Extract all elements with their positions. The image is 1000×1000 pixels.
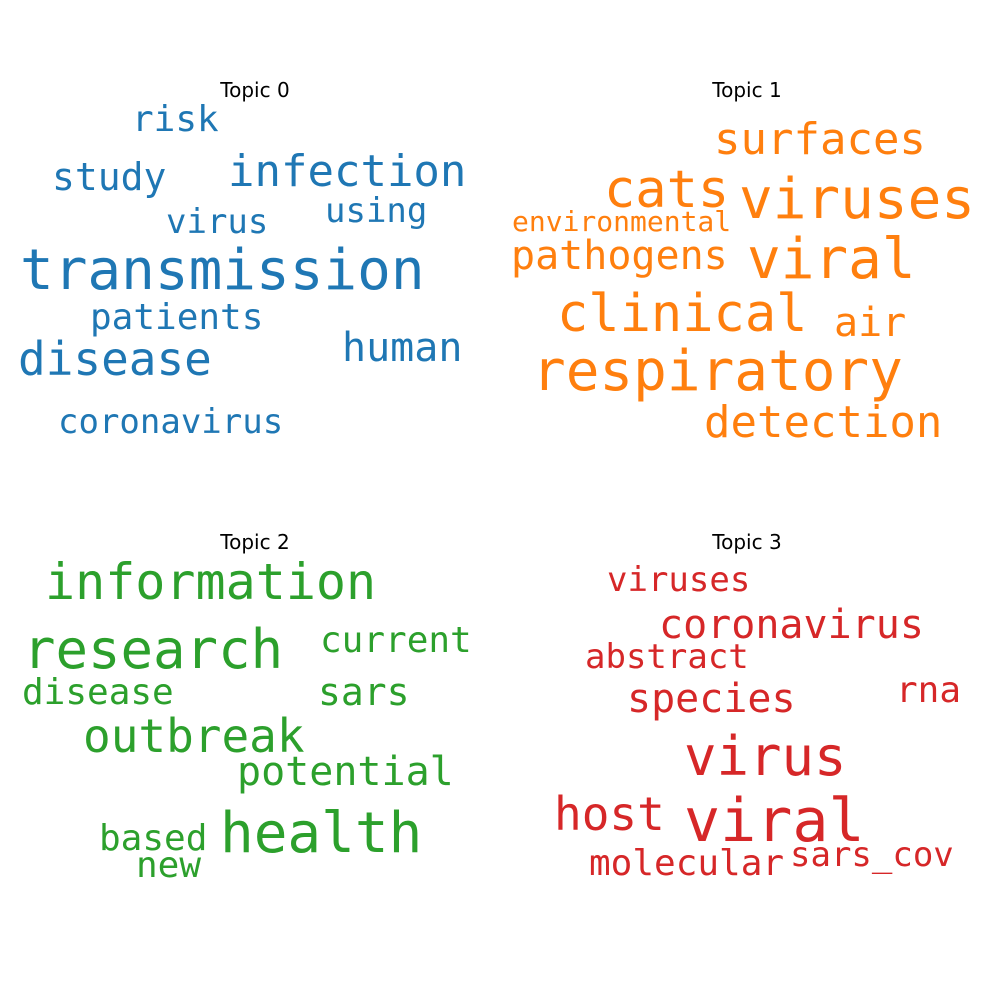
- topic-1-word: respiratory: [532, 339, 903, 404]
- topic-3-word: sars_cov: [790, 835, 954, 875]
- topic-1-word: cats: [604, 160, 730, 220]
- topic-2-word: current: [320, 620, 472, 661]
- topic-2-word: based: [99, 818, 208, 859]
- topic-1-word: detection: [704, 397, 943, 448]
- topic-3-word: abstract: [585, 637, 749, 677]
- topic-0-word: infection: [228, 146, 467, 197]
- topic-0-word: study: [52, 155, 167, 199]
- topic-0-word: transmission: [20, 238, 425, 303]
- topic-0-word: coronavirus: [58, 402, 284, 442]
- topic-3-word: coronavirus: [659, 602, 924, 648]
- topic-0-word: patients: [90, 297, 264, 338]
- topic-1-word: clinical: [557, 284, 808, 344]
- topic-3-word: viruses: [607, 560, 751, 600]
- topic-2-word: outbreak: [83, 709, 305, 763]
- topic-0-word: risk: [132, 99, 219, 140]
- topic-3-panel: Topic 3 viruses coronavirus abstract rna…: [507, 530, 987, 930]
- topic-2-word: health: [220, 801, 423, 866]
- topic-0-word: human: [342, 325, 463, 371]
- topic-0-word: virus: [166, 202, 269, 242]
- topic-3-word: rna: [896, 670, 962, 711]
- topic-2-title: Topic 2: [220, 530, 290, 554]
- topic-2-word: research: [23, 618, 284, 681]
- topic-2-word: sars: [318, 670, 410, 714]
- topic-1-word: air: [834, 300, 907, 346]
- topic-1-word: viruses: [739, 167, 976, 232]
- topic-3-title: Topic 3: [712, 530, 782, 554]
- topic-3-word: species: [627, 676, 796, 722]
- topic-3-word: viral: [684, 786, 865, 856]
- topic-1-word: pathogens: [511, 233, 728, 279]
- topic-2-panel: Topic 2 information research health outb…: [15, 530, 495, 930]
- topic-0-panel: Topic 0 transmission infection disease h…: [15, 78, 495, 478]
- topic-2-word: disease: [22, 672, 174, 713]
- topic-0-title: Topic 0: [220, 78, 290, 102]
- topic-1-word: environmental: [512, 205, 732, 238]
- topic-3-word: molecular: [589, 843, 785, 884]
- topic-3-word: virus: [684, 725, 847, 788]
- topic-1-panel: Topic 1 respiratory viruses cats viral c…: [507, 78, 987, 478]
- topic-0-word: disease: [18, 332, 212, 386]
- topic-1-word: surfaces: [714, 114, 926, 165]
- topic-1-word: viral: [747, 227, 916, 292]
- topic-2-word: information: [45, 553, 377, 611]
- topic-2-word: new: [136, 845, 202, 886]
- topic-3-word: host: [554, 787, 665, 841]
- topic-1-title: Topic 1: [712, 78, 782, 102]
- topic-0-word: using: [325, 191, 428, 231]
- topic-2-word: potential: [237, 749, 454, 795]
